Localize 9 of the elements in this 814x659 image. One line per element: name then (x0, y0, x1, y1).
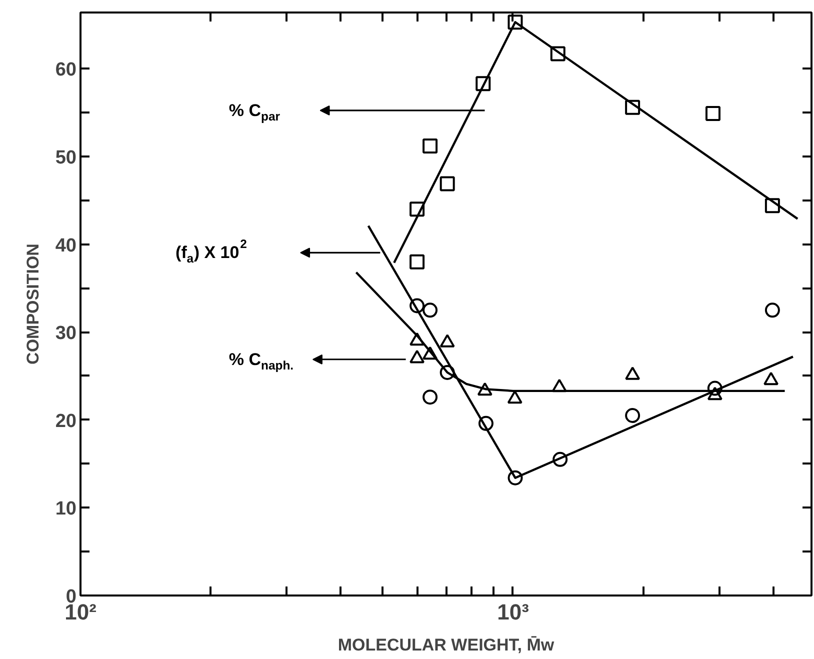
y-tick-label: 40 (55, 235, 77, 256)
y-tick-label: 60 (55, 60, 77, 81)
y-tick-label: 50 (55, 147, 77, 168)
x-tick-label: 10³ (497, 600, 529, 624)
x-axis-title: MOLECULAR WEIGHT, M̄w (338, 636, 555, 654)
y-axis-title: COMPOSITION (23, 244, 42, 364)
y-tick-label: 30 (55, 323, 77, 344)
y-tick-label: 10 (55, 498, 77, 520)
y-tick-label: 20 (55, 410, 77, 432)
